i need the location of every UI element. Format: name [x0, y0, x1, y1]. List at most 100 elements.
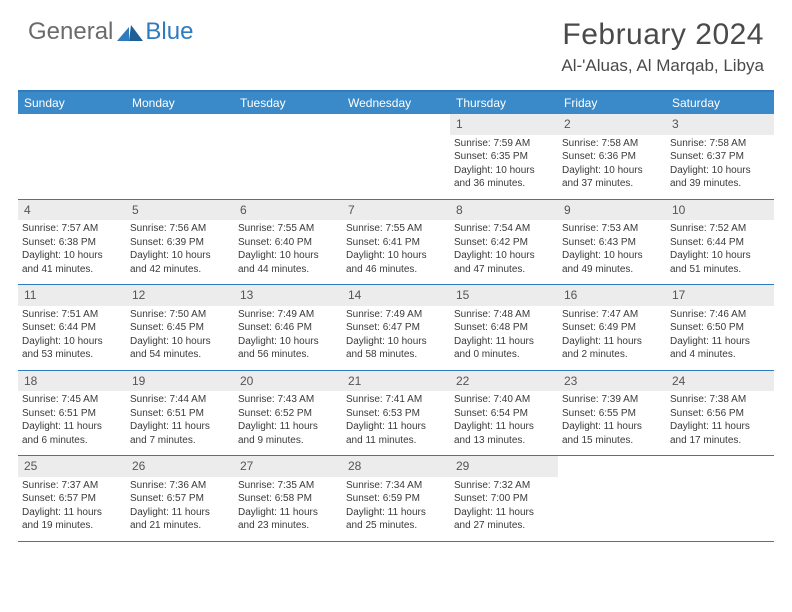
sunset-line: Sunset: 6:52 PM [238, 407, 338, 421]
day-number-bar: 5 [126, 200, 234, 221]
daylight-line-2: and 39 minutes. [670, 177, 770, 191]
day-cell: 12Sunrise: 7:50 AMSunset: 6:45 PMDayligh… [126, 285, 234, 370]
daylight-line-2: and 42 minutes. [130, 263, 230, 277]
daylight-line-2: and 27 minutes. [454, 519, 554, 533]
sunrise-line: Sunrise: 7:37 AM [22, 479, 122, 493]
sunrise-line: Sunrise: 7:54 AM [454, 222, 554, 236]
day-number-bar: 21 [342, 371, 450, 392]
day-number-bar: 3 [666, 114, 774, 135]
sunset-line: Sunset: 6:39 PM [130, 236, 230, 250]
day-number-bar: 14 [342, 285, 450, 306]
sunrise-line: Sunrise: 7:40 AM [454, 393, 554, 407]
day-number-bar: 8 [450, 200, 558, 221]
sunset-line: Sunset: 6:51 PM [22, 407, 122, 421]
sunrise-line: Sunrise: 7:49 AM [346, 308, 446, 322]
sunrise-line: Sunrise: 7:57 AM [22, 222, 122, 236]
sunrise-line: Sunrise: 7:48 AM [454, 308, 554, 322]
sunrise-line: Sunrise: 7:45 AM [22, 393, 122, 407]
day-cell [342, 114, 450, 199]
day-cell: 29Sunrise: 7:32 AMSunset: 7:00 PMDayligh… [450, 456, 558, 541]
sunset-line: Sunset: 6:35 PM [454, 150, 554, 164]
page-header: General Blue February 2024 Al-'Aluas, Al… [0, 0, 792, 84]
day-cell: 6Sunrise: 7:55 AMSunset: 6:40 PMDaylight… [234, 200, 342, 285]
day-cell: 2Sunrise: 7:58 AMSunset: 6:36 PMDaylight… [558, 114, 666, 199]
daylight-line-1: Daylight: 11 hours [130, 420, 230, 434]
daylight-line-1: Daylight: 10 hours [454, 164, 554, 178]
daylight-line-2: and 36 minutes. [454, 177, 554, 191]
day-header: Tuesday [234, 92, 342, 114]
daylight-line-2: and 51 minutes. [670, 263, 770, 277]
daylight-line-1: Daylight: 11 hours [562, 335, 662, 349]
day-cell: 23Sunrise: 7:39 AMSunset: 6:55 PMDayligh… [558, 371, 666, 456]
day-number-bar: 16 [558, 285, 666, 306]
calendar: SundayMondayTuesdayWednesdayThursdayFrid… [18, 90, 774, 542]
daylight-line-2: and 46 minutes. [346, 263, 446, 277]
sunset-line: Sunset: 6:57 PM [22, 492, 122, 506]
day-cell: 8 Sunrise: 7:54 AMSunset: 6:42 PMDaylight… [450, 200, 558, 285]
month-title: February 2024 [561, 18, 764, 52]
week-row: 1Sunrise: 7:59 AMSunset: 6:35 PMDaylight… [18, 114, 774, 200]
day-header: Saturday [666, 92, 774, 114]
daylight-line-1: Daylight: 11 hours [454, 335, 554, 349]
day-cell: 21Sunrise: 7:41 AMSunset: 6:53 PMDayligh… [342, 371, 450, 456]
day-number-bar: 13 [234, 285, 342, 306]
daylight-line-1: Daylight: 11 hours [670, 335, 770, 349]
daylight-line-2: and 0 minutes. [454, 348, 554, 362]
sunset-line: Sunset: 6:50 PM [670, 321, 770, 335]
day-number: 11 [24, 288, 36, 302]
daylight-line-1: Daylight: 11 hours [454, 420, 554, 434]
day-header: Thursday [450, 92, 558, 114]
day-cell: 26Sunrise: 7:36 AMSunset: 6:57 PMDayligh… [126, 456, 234, 541]
daylight-line-2: and 2 minutes. [562, 348, 662, 362]
daylight-line-1: Daylight: 10 hours [238, 335, 338, 349]
sunset-line: Sunset: 6:46 PM [238, 321, 338, 335]
sunrise-line: Sunrise: 7:34 AM [346, 479, 446, 493]
day-number: 10 [672, 203, 685, 217]
day-number-bar: 27 [234, 456, 342, 477]
daylight-line-2: and 11 minutes. [346, 434, 446, 448]
daylight-line-2: and 53 minutes. [22, 348, 122, 362]
day-number-bar: 1 [450, 114, 558, 135]
day-number: 15 [456, 288, 469, 302]
daylight-line-1: Daylight: 11 hours [238, 506, 338, 520]
day-number: 5 [132, 203, 139, 217]
day-cell: 1Sunrise: 7:59 AMSunset: 6:35 PMDaylight… [450, 114, 558, 199]
day-number: 8 [456, 203, 463, 217]
day-number-bar: 19 [126, 371, 234, 392]
daylight-line-2: and 37 minutes. [562, 177, 662, 191]
day-header: Wednesday [342, 92, 450, 114]
daylight-line-2: and 47 minutes. [454, 263, 554, 277]
day-cell: 20Sunrise: 7:43 AMSunset: 6:52 PMDayligh… [234, 371, 342, 456]
sunrise-line: Sunrise: 7:55 AM [238, 222, 338, 236]
week-row: 4Sunrise: 7:57 AMSunset: 6:38 PMDaylight… [18, 200, 774, 286]
day-number-bar: 29 [450, 456, 558, 477]
day-cell: 22Sunrise: 7:40 AMSunset: 6:54 PMDayligh… [450, 371, 558, 456]
day-number: 12 [132, 288, 145, 302]
sunset-line: Sunset: 6:42 PM [454, 236, 554, 250]
daylight-line-1: Daylight: 10 hours [454, 249, 554, 263]
sunset-line: Sunset: 6:44 PM [670, 236, 770, 250]
day-number: 2 [564, 117, 571, 131]
daylight-line-2: and 23 minutes. [238, 519, 338, 533]
sunset-line: Sunset: 6:44 PM [22, 321, 122, 335]
title-block: February 2024 Al-'Aluas, Al Marqab, Liby… [561, 18, 764, 76]
day-number: 27 [240, 459, 253, 473]
day-number: 7 [348, 203, 355, 217]
daylight-line-1: Daylight: 10 hours [130, 249, 230, 263]
day-cell: 16Sunrise: 7:47 AMSunset: 6:49 PMDayligh… [558, 285, 666, 370]
day-number: 28 [348, 459, 361, 473]
day-number-bar: 22 [450, 371, 558, 392]
daylight-line-1: Daylight: 10 hours [22, 335, 122, 349]
daylight-line-2: and 4 minutes. [670, 348, 770, 362]
sunrise-line: Sunrise: 7:52 AM [670, 222, 770, 236]
sunrise-line: Sunrise: 7:51 AM [22, 308, 122, 322]
sunset-line: Sunset: 6:55 PM [562, 407, 662, 421]
daylight-line-2: and 21 minutes. [130, 519, 230, 533]
day-header: Sunday [18, 92, 126, 114]
sunset-line: Sunset: 6:57 PM [130, 492, 230, 506]
day-number: 23 [564, 374, 577, 388]
day-number-bar: 25 [18, 456, 126, 477]
day-number: 18 [24, 374, 37, 388]
daylight-line-1: Daylight: 10 hours [22, 249, 122, 263]
week-row: 11Sunrise: 7:51 AMSunset: 6:44 PMDayligh… [18, 285, 774, 371]
